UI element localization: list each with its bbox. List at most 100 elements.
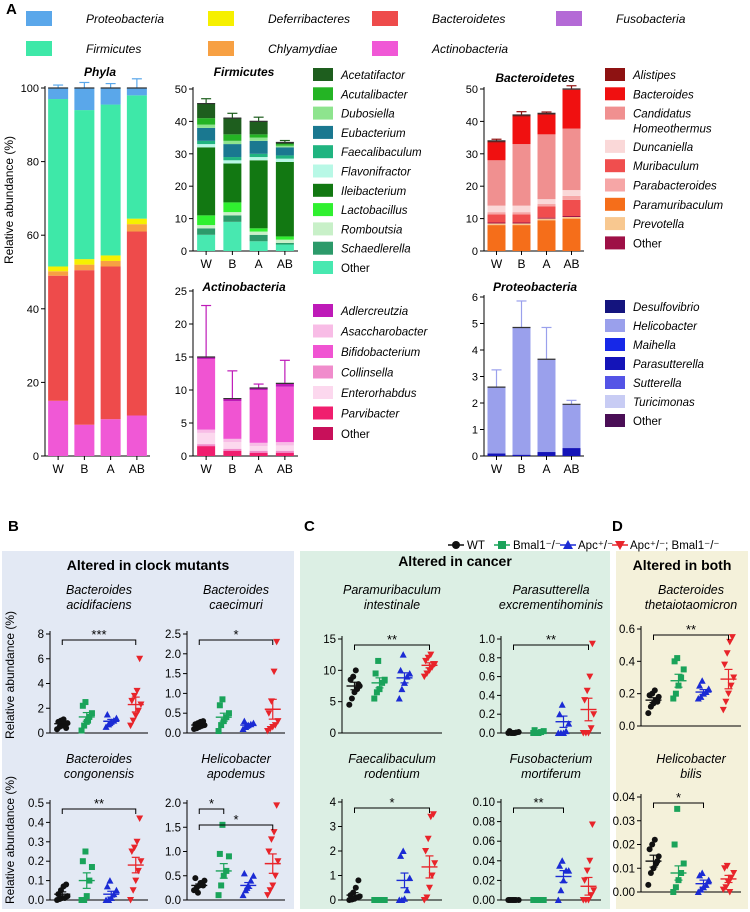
point-both [266, 887, 274, 894]
legend-swatch [313, 345, 333, 358]
y-tick-label: 1.0 [479, 634, 495, 646]
y-tick-label: 25 [175, 286, 187, 298]
point-apc [399, 847, 407, 854]
point-both [581, 877, 589, 884]
legend-label: Eubacterium [341, 128, 406, 140]
point-wt [192, 875, 199, 882]
legend-label: Homeothermus [633, 124, 712, 136]
chart-title-line2: bilis [680, 767, 702, 781]
y-tick-label: 60 [27, 230, 39, 242]
point-both [265, 848, 273, 855]
bar-segment-acetatifactor [249, 121, 268, 135]
point-both [137, 858, 145, 865]
bar-segment-other [487, 222, 506, 224]
bar-segment-bifidobacterium [275, 386, 294, 443]
bar-segment-firmicutes [126, 95, 147, 219]
bar-segment-enterorhabdus [275, 445, 294, 451]
bar-segment-acutalibacter [223, 134, 242, 141]
point-bmal [672, 884, 679, 891]
bar-segment-deferribacteres [48, 266, 69, 272]
point-apc [243, 884, 251, 891]
bar-segment-collinsella [223, 448, 242, 451]
phyla-legend-label: Deferribacteres [268, 12, 350, 26]
y-tick-label: 0.6 [479, 672, 495, 684]
bar-segment-dubosiella [249, 137, 268, 141]
legend-label: Duncaniella [633, 142, 693, 154]
chart-title-line1: Helicobacter [201, 752, 271, 766]
point-both [426, 884, 433, 892]
bar-segment-parabacteroides [537, 204, 556, 207]
y-tick-label: 0.02 [613, 840, 635, 852]
point-both [590, 887, 598, 894]
legend-swatch [313, 203, 333, 217]
point-bmal [78, 727, 85, 734]
y-tick-label: 0.03 [613, 816, 635, 828]
y-tick-label: 40 [27, 304, 39, 316]
significance-bracket [61, 639, 137, 645]
bar-segment-dubosiella [223, 140, 242, 145]
legend-label: Paramuribaculum [633, 200, 724, 212]
x-tick-label: AB [563, 257, 579, 271]
point-both [590, 711, 598, 718]
bar-segment-muribaculum [537, 206, 556, 218]
bar-segment-prevotella [512, 223, 531, 226]
y-tick-label: 0.02 [473, 875, 495, 887]
bar-segment-other [562, 216, 581, 217]
bar-segment-enterorhabdus [197, 432, 216, 445]
legend-label: Other [633, 238, 662, 250]
point-wt [200, 718, 207, 725]
significance-label: * [233, 812, 238, 827]
point-bmal [225, 853, 232, 860]
chart-title-line2: excrementihominis [499, 598, 603, 612]
bar-segment-bacteroidetes [100, 266, 121, 420]
bar-segment-bacteroides [512, 116, 531, 145]
phyla-legend-swatch [26, 41, 52, 56]
point-wt [355, 877, 362, 884]
legend: Alistipes Bacteroides Candidatus Homeotherm… [605, 68, 724, 250]
legend: Adlercreutzia Asaccharobacter Bifidobacter… [313, 304, 428, 441]
point-wt [63, 881, 70, 888]
y-tick-label: 2 [38, 703, 44, 715]
point-bmal [81, 897, 88, 903]
significance-label: * [233, 627, 238, 642]
bar-segment-romboutsia [275, 239, 294, 243]
legend-label: Lactobacillus [341, 205, 408, 217]
legend-label: Romboutsia [341, 224, 402, 236]
point-apc [103, 710, 111, 718]
bar-segment-flavonifractor [249, 157, 268, 161]
significance-bracket [653, 634, 729, 640]
chart-proteobacteria: 0 1 2 3 4 5 6 W B A AB Proteobacteria [472, 280, 584, 476]
y-tick-label: 2.0 [165, 649, 181, 661]
chart-layer: Proteobacteria Deferribacteres Bacteroidet… [21, 11, 741, 907]
point-apc [406, 874, 414, 881]
y-tick-label: 0 [330, 728, 336, 740]
legend-swatch [313, 427, 333, 440]
legend-swatch [605, 106, 625, 120]
legend-swatch [605, 139, 625, 153]
point-bmal [371, 695, 378, 702]
significance-label: * [676, 790, 681, 805]
y-tick-label: 0.2 [479, 709, 495, 721]
bar-segment-lactobacillus [249, 228, 268, 232]
legend-swatch [313, 406, 333, 420]
legend-label: Acutalibacter [340, 89, 409, 101]
y-tick-label: 0 [38, 728, 44, 740]
legend-swatch [313, 106, 333, 120]
legend-swatch [605, 414, 625, 427]
legend-label: Candidatus [633, 109, 691, 121]
bar-segment-firmicutes [100, 104, 121, 256]
y-tick-label: 10 [323, 665, 336, 677]
bar-segment-muribaculum [487, 214, 506, 223]
chart-title: Bacteroidetes [495, 71, 575, 85]
point-apc [398, 685, 406, 693]
point-both [129, 887, 137, 894]
bar-segment-asaccharobacter [197, 429, 216, 433]
bar-segment-bacteroides [562, 89, 581, 129]
significance-bracket [513, 644, 589, 650]
legend: Acetatifactor Acutalibacter Dubosiella Euba… [313, 68, 422, 275]
y-tick-label: 1 [330, 871, 336, 883]
